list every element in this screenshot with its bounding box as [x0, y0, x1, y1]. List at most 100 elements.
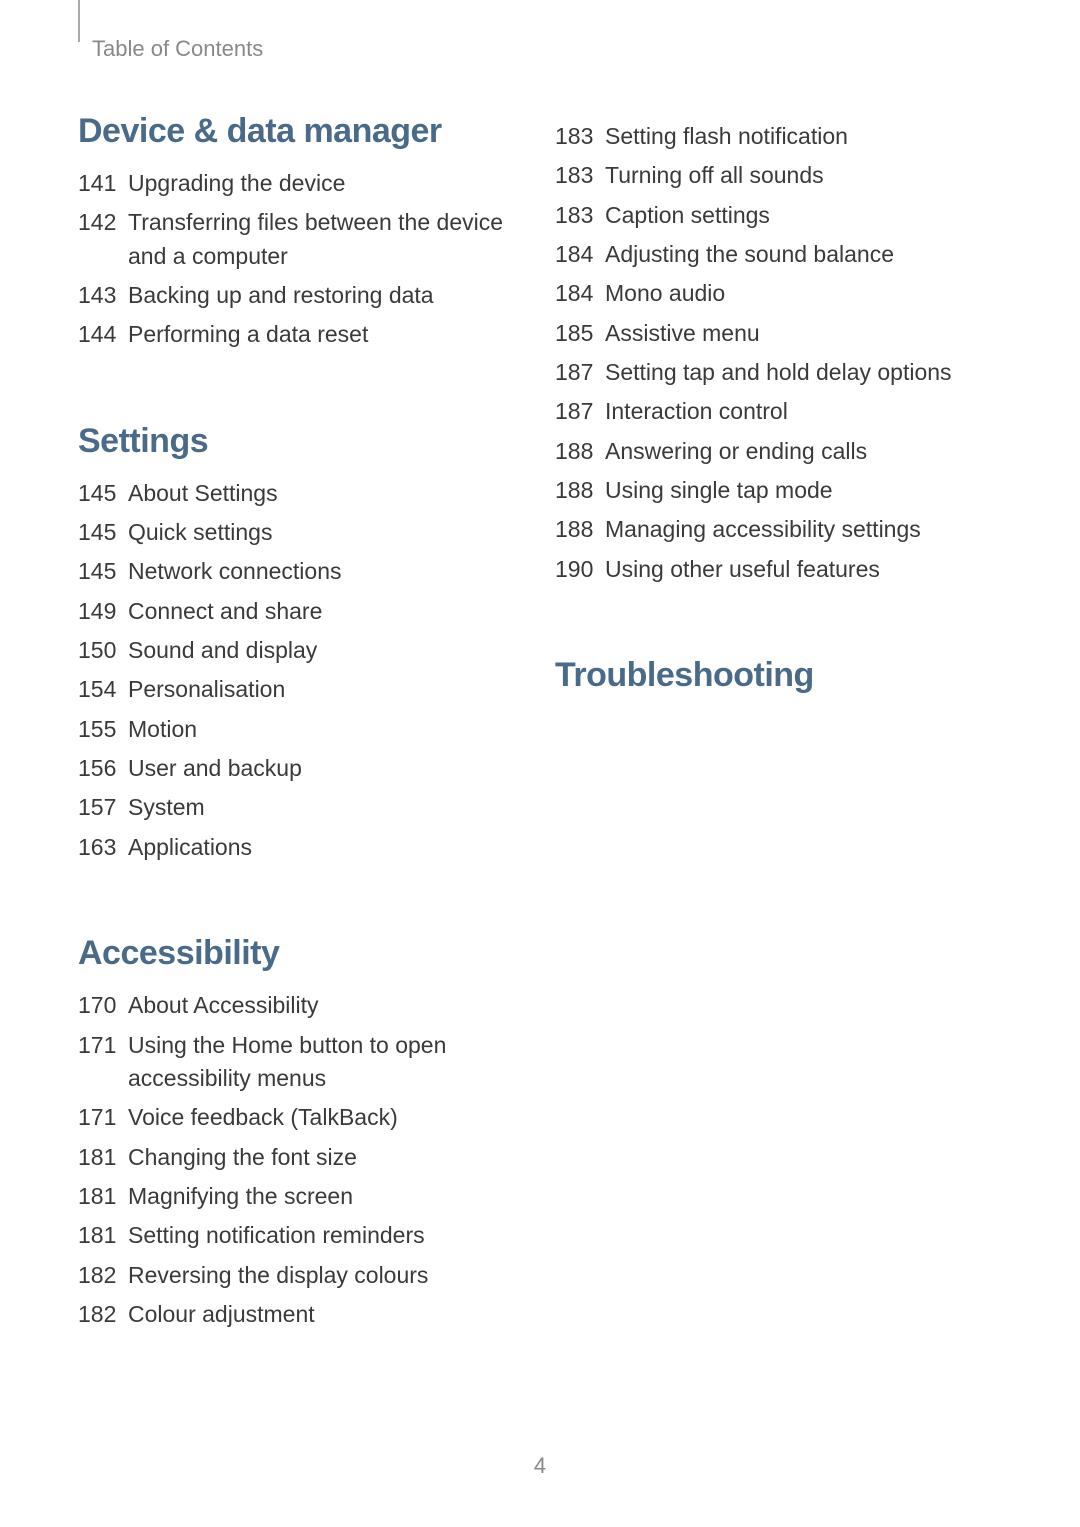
toc-page-number: 141	[78, 167, 128, 200]
toc-page-number: 184	[555, 238, 605, 271]
toc-entry[interactable]: 183Caption settings	[555, 199, 1002, 232]
section-entries-settings: 145About Settings145Quick settings145Net…	[78, 477, 525, 864]
left-column: Device & data manager 141Upgrading the d…	[78, 112, 525, 1337]
toc-page-number: 145	[78, 555, 128, 588]
toc-entry[interactable]: 150Sound and display	[78, 634, 525, 667]
section-entries-accessibility-cont: 183Setting flash notification183Turning …	[555, 120, 1002, 586]
toc-page-number: 187	[555, 356, 605, 389]
toc-page-number: 171	[78, 1029, 128, 1062]
toc-page-number: 145	[78, 516, 128, 549]
toc-entry-text: Upgrading the device	[128, 167, 525, 200]
toc-page-number: 183	[555, 199, 605, 232]
toc-entry[interactable]: 183Setting flash notification	[555, 120, 1002, 153]
toc-entry-text: Using the Home button to open accessibil…	[128, 1029, 525, 1096]
toc-entry[interactable]: 184Adjusting the sound balance	[555, 238, 1002, 271]
toc-page-number: 183	[555, 120, 605, 153]
toc-entry-text: System	[128, 791, 525, 824]
toc-page-number: 142	[78, 206, 128, 239]
section-title-device-data-manager[interactable]: Device & data manager	[78, 112, 525, 151]
toc-entry[interactable]: 144Performing a data reset	[78, 318, 525, 351]
toc-page-number: 181	[78, 1180, 128, 1213]
toc-entry[interactable]: 145About Settings	[78, 477, 525, 510]
toc-entry-text: Caption settings	[605, 199, 1002, 232]
toc-page-number: 144	[78, 318, 128, 351]
toc-entry-text: Personalisation	[128, 673, 525, 706]
section-title-accessibility[interactable]: Accessibility	[78, 934, 525, 973]
toc-entry-text: Interaction control	[605, 395, 1002, 428]
toc-entry-text: Colour adjustment	[128, 1298, 525, 1331]
toc-entry[interactable]: 154Personalisation	[78, 673, 525, 706]
toc-page-number: 171	[78, 1101, 128, 1134]
toc-entry-text: Reversing the display colours	[128, 1259, 525, 1292]
toc-entry-text: Adjusting the sound balance	[605, 238, 1002, 271]
toc-page-number: 145	[78, 477, 128, 510]
toc-entry-text: Voice feedback (TalkBack)	[128, 1101, 525, 1134]
toc-entry[interactable]: 145Network connections	[78, 555, 525, 588]
header-title: Table of Contents	[92, 36, 263, 62]
toc-entry-text: User and backup	[128, 752, 525, 785]
toc-entry[interactable]: 149Connect and share	[78, 595, 525, 628]
toc-entry[interactable]: 190Using other useful features	[555, 553, 1002, 586]
toc-entry-text: Answering or ending calls	[605, 435, 1002, 468]
toc-entry[interactable]: 170About Accessibility	[78, 989, 525, 1022]
toc-page-number: 182	[78, 1259, 128, 1292]
toc-page-number: 183	[555, 159, 605, 192]
toc-entry[interactable]: 171Using the Home button to open accessi…	[78, 1029, 525, 1096]
toc-page-number: 143	[78, 279, 128, 312]
toc-entry[interactable]: 185Assistive menu	[555, 317, 1002, 350]
toc-page-number: 154	[78, 673, 128, 706]
toc-entry[interactable]: 157System	[78, 791, 525, 824]
toc-entry-text: Quick settings	[128, 516, 525, 549]
toc-page-number: 188	[555, 435, 605, 468]
toc-entry[interactable]: 181Magnifying the screen	[78, 1180, 525, 1213]
toc-entry[interactable]: 141Upgrading the device	[78, 167, 525, 200]
toc-page-number: 157	[78, 791, 128, 824]
section-title-troubleshooting[interactable]: Troubleshooting	[555, 656, 1002, 695]
toc-entry-text: Turning off all sounds	[605, 159, 1002, 192]
toc-entry-text: About Settings	[128, 477, 525, 510]
toc-entry-text: Using single tap mode	[605, 474, 1002, 507]
toc-page-number: 149	[78, 595, 128, 628]
toc-page-number: 155	[78, 713, 128, 746]
toc-page-number: 188	[555, 474, 605, 507]
toc-entry-text: Using other useful features	[605, 553, 1002, 586]
toc-entry-text: Setting notification reminders	[128, 1219, 525, 1252]
toc-entry-text: Changing the font size	[128, 1141, 525, 1174]
toc-entry[interactable]: 145Quick settings	[78, 516, 525, 549]
toc-entry-text: Managing accessibility settings	[605, 513, 1002, 546]
toc-entry-text: Assistive menu	[605, 317, 1002, 350]
toc-page-number: 170	[78, 989, 128, 1022]
toc-entry[interactable]: 188Using single tap mode	[555, 474, 1002, 507]
toc-entry[interactable]: 187Setting tap and hold delay options	[555, 356, 1002, 389]
toc-entry[interactable]: 156User and backup	[78, 752, 525, 785]
toc-entry-text: Backing up and restoring data	[128, 279, 525, 312]
toc-entry[interactable]: 188Answering or ending calls	[555, 435, 1002, 468]
toc-entry[interactable]: 184Mono audio	[555, 277, 1002, 310]
toc-entry[interactable]: 143Backing up and restoring data	[78, 279, 525, 312]
toc-entry[interactable]: 183Turning off all sounds	[555, 159, 1002, 192]
toc-entry-text: Network connections	[128, 555, 525, 588]
toc-content: Device & data manager 141Upgrading the d…	[78, 112, 1002, 1337]
toc-page-number: 181	[78, 1141, 128, 1174]
toc-page-number: 156	[78, 752, 128, 785]
toc-entry[interactable]: 181Setting notification reminders	[78, 1219, 525, 1252]
toc-entry[interactable]: 155Motion	[78, 713, 525, 746]
toc-entry[interactable]: 171Voice feedback (TalkBack)	[78, 1101, 525, 1134]
toc-entry[interactable]: 182Colour adjustment	[78, 1298, 525, 1331]
toc-entry[interactable]: 182Reversing the display colours	[78, 1259, 525, 1292]
toc-entry-text: Transferring files between the device an…	[128, 206, 525, 273]
toc-entry[interactable]: 142Transferring files between the device…	[78, 206, 525, 273]
toc-entry-text: About Accessibility	[128, 989, 525, 1022]
toc-entry-text: Setting flash notification	[605, 120, 1002, 153]
toc-page-number: 181	[78, 1219, 128, 1252]
toc-page-number: 182	[78, 1298, 128, 1331]
toc-page-number: 163	[78, 831, 128, 864]
section-entries-device-data-manager: 141Upgrading the device142Transferring f…	[78, 167, 525, 352]
toc-entry[interactable]: 187Interaction control	[555, 395, 1002, 428]
toc-entry[interactable]: 163Applications	[78, 831, 525, 864]
toc-entry[interactable]: 181Changing the font size	[78, 1141, 525, 1174]
section-title-settings[interactable]: Settings	[78, 422, 525, 461]
toc-entry[interactable]: 188Managing accessibility settings	[555, 513, 1002, 546]
toc-page-number: 150	[78, 634, 128, 667]
toc-page-number: 190	[555, 553, 605, 586]
